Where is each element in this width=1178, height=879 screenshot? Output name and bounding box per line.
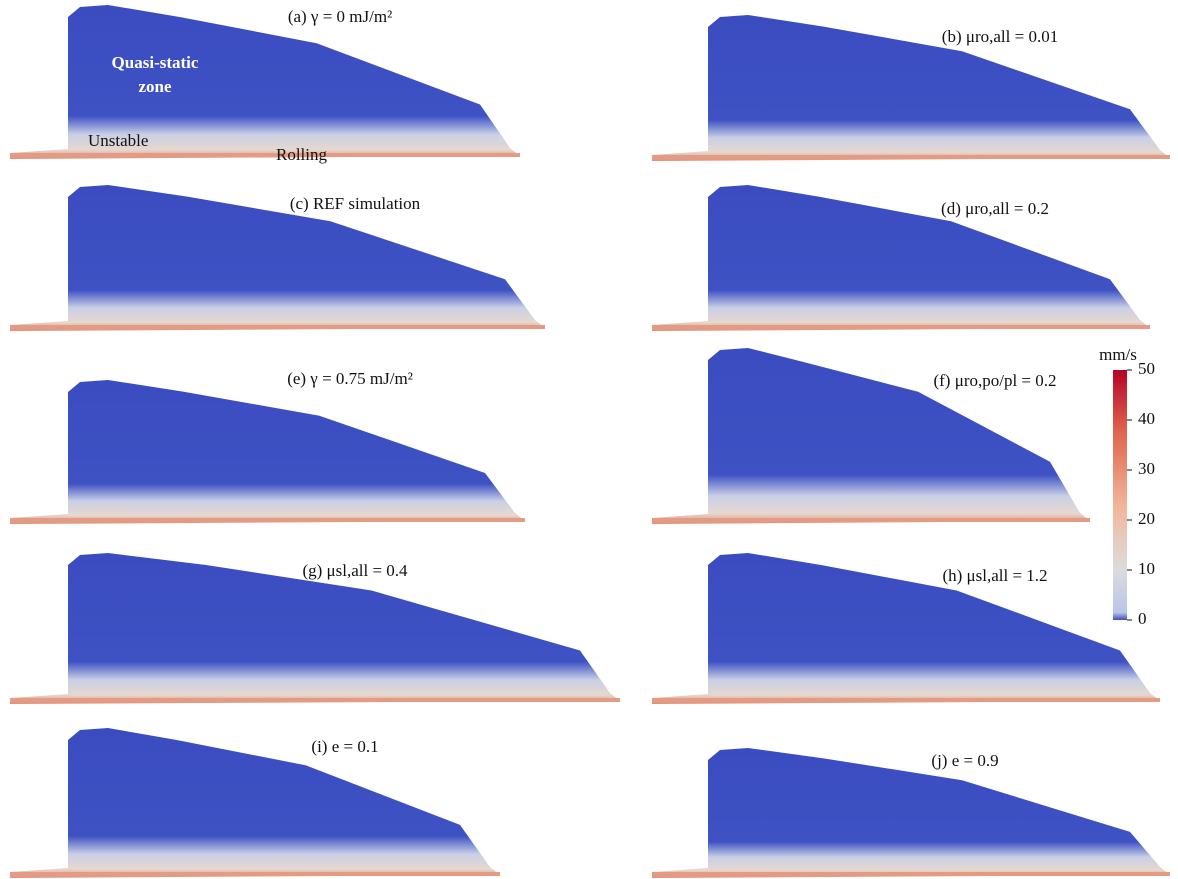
annotation: Rolling — [276, 145, 328, 164]
panel-label: (e) γ = 0.75 mJ/m² — [287, 369, 413, 388]
panel-label: (j) e = 0.9 — [931, 751, 998, 770]
annotation: zone — [138, 77, 172, 96]
colorbar-tick-label: 50 — [1138, 359, 1155, 378]
base-layer — [10, 153, 520, 157]
base-layer — [652, 518, 1090, 522]
colorbar-gradient — [1113, 370, 1127, 620]
colorbar: mm/s 0 10 20 30 40 50 — [1099, 345, 1155, 628]
panel-label: (i) e = 0.1 — [311, 737, 378, 756]
simulation-pile — [652, 15, 1170, 161]
base-layer — [652, 325, 1150, 329]
panel-label: (g) μsl,all = 0.4 — [302, 561, 408, 580]
colorbar-tick-label: 10 — [1138, 559, 1155, 578]
simulation-pile — [10, 553, 620, 704]
simulation-pile — [652, 348, 1090, 524]
panel-label: (f) μro,po/pl = 0.2 — [933, 371, 1056, 390]
panel-label: (b) μro,all = 0.01 — [942, 27, 1058, 46]
base-layer — [652, 155, 1170, 159]
base-layer — [652, 698, 1160, 702]
annotation: Unstable — [88, 131, 148, 150]
base-layer — [652, 872, 1170, 876]
base-layer — [10, 518, 525, 522]
panel-label: (d) μro,all = 0.2 — [941, 199, 1049, 218]
colorbar-tick-label: 40 — [1138, 409, 1155, 428]
simulation-pile — [10, 5, 520, 159]
simulation-pile — [652, 748, 1170, 878]
base-layer — [10, 872, 500, 876]
colorbar-tick-label: 20 — [1138, 509, 1155, 528]
colorbar-unit: mm/s — [1099, 345, 1137, 364]
annotation: Quasi-static — [112, 53, 199, 72]
simulation-pile — [10, 185, 545, 331]
simulation-pile — [10, 728, 500, 878]
panel-label: (h) μsl,all = 1.2 — [942, 566, 1047, 585]
colorbar-tick-label: 0 — [1138, 609, 1147, 628]
panel-label: (a) γ = 0 mJ/m² — [288, 7, 392, 26]
simulation-pile — [10, 380, 525, 524]
colorbar-tick-label: 30 — [1138, 459, 1155, 478]
simulation-pile — [652, 553, 1160, 704]
panel-label: (c) REF simulation — [290, 194, 421, 213]
simulation-pile — [652, 185, 1150, 331]
base-layer — [10, 325, 545, 329]
base-layer — [10, 698, 620, 702]
panels: (a) γ = 0 mJ/m² (b) μro,all = 0.01 (c) REF… — [10, 5, 1170, 878]
